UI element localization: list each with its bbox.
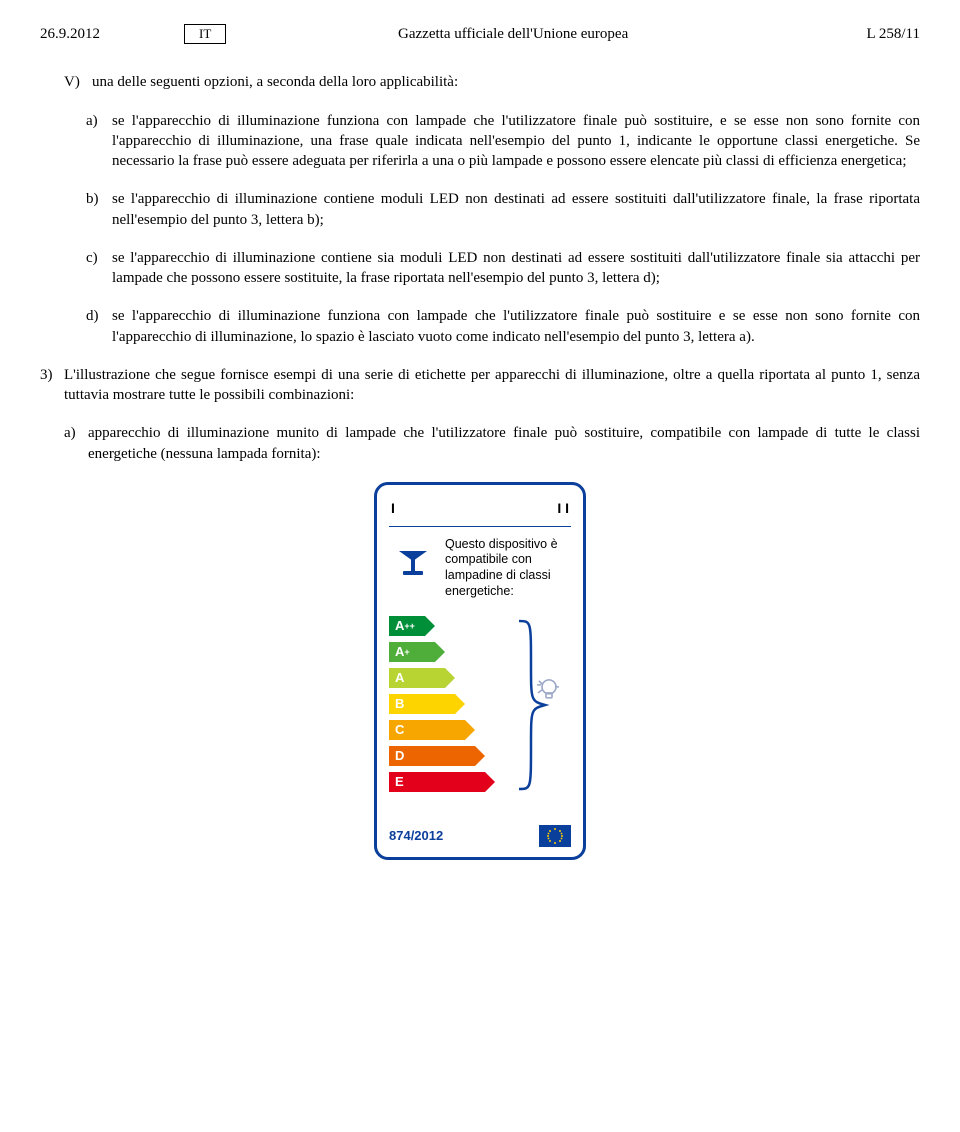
point-3: 3) L'illustrazione che segue fornisce es… (40, 365, 920, 406)
arrow-tip (425, 616, 435, 636)
header-date: 26.9.2012 (40, 24, 160, 44)
energy-class-arrow: C (389, 720, 465, 740)
item-c: c) se l'apparecchio di illuminazione con… (86, 248, 920, 289)
item-a-text: se l'apparecchio di illuminazione funzio… (112, 111, 920, 172)
bulb-icon (535, 675, 561, 707)
point-3-text: L'illustrazione che segue fornisce esemp… (64, 365, 920, 406)
item-d-text: se l'apparecchio di illuminazione funzio… (112, 306, 920, 347)
item-c-marker: c) (86, 248, 112, 289)
item-a: a) se l'apparecchio di illuminazione fun… (86, 111, 920, 172)
point-3-marker: 3) (40, 365, 64, 406)
section-v-text: una delle seguenti opzioni, a seconda de… (92, 72, 458, 92)
point-3a-text: apparecchio di illuminazione munito di l… (88, 423, 920, 464)
energy-class-arrow: A++ (389, 616, 425, 636)
label-brand-left: I (391, 499, 395, 518)
label-brand-row: I I I (389, 499, 571, 527)
arrow-tip (475, 746, 485, 766)
lamp-icon (391, 537, 435, 581)
arrow-tip (455, 694, 465, 714)
arrow-tip (465, 720, 475, 740)
label-footer: 874/2012 (389, 803, 571, 847)
brace-icon (515, 615, 551, 795)
header-page-number: L 258/11 (800, 24, 920, 44)
energy-class-arrow: A (389, 668, 445, 688)
label-description-row: Questo dispositivo è compatibile con lam… (389, 527, 571, 612)
item-d: d) se l'apparecchio di illuminazione fun… (86, 306, 920, 347)
energy-label: I I I Questo dispositivo è compatibile c… (374, 482, 586, 860)
energy-class-arrow: D (389, 746, 475, 766)
header-gazette-title: Gazzetta ufficiale dell'Unione europea (226, 24, 800, 44)
item-b-marker: b) (86, 189, 112, 230)
point-3a-marker: a) (64, 423, 88, 464)
section-v-marker: V) (64, 72, 92, 92)
label-brand-right: I I (557, 499, 569, 518)
energy-label-figure: I I I Questo dispositivo è compatibile c… (374, 482, 586, 860)
energy-class-arrow: B (389, 694, 455, 714)
label-description-text: Questo dispositivo è compatibile con lam… (445, 537, 569, 600)
eu-flag-icon (539, 825, 571, 847)
item-d-marker: d) (86, 306, 112, 347)
page-header: 26.9.2012 IT Gazzetta ufficiale dell'Uni… (40, 24, 920, 44)
point-3a: a) apparecchio di illuminazione munito d… (64, 423, 920, 464)
label-regulation-number: 874/2012 (389, 827, 443, 845)
label-classes: A++ A+ ABCDE (389, 611, 571, 803)
item-b-text: se l'apparecchio di illuminazione contie… (112, 189, 920, 230)
arrow-tip (435, 642, 445, 662)
arrow-tip (485, 772, 495, 792)
arrow-tip (445, 668, 455, 688)
item-c-text: se l'apparecchio di illuminazione contie… (112, 248, 920, 289)
header-lang-badge: IT (184, 24, 226, 44)
item-b: b) se l'apparecchio di illuminazione con… (86, 189, 920, 230)
item-a-marker: a) (86, 111, 112, 172)
energy-class-arrow: E (389, 772, 485, 792)
section-v: V) una delle seguenti opzioni, a seconda… (64, 72, 920, 92)
energy-class-arrow: A+ (389, 642, 435, 662)
